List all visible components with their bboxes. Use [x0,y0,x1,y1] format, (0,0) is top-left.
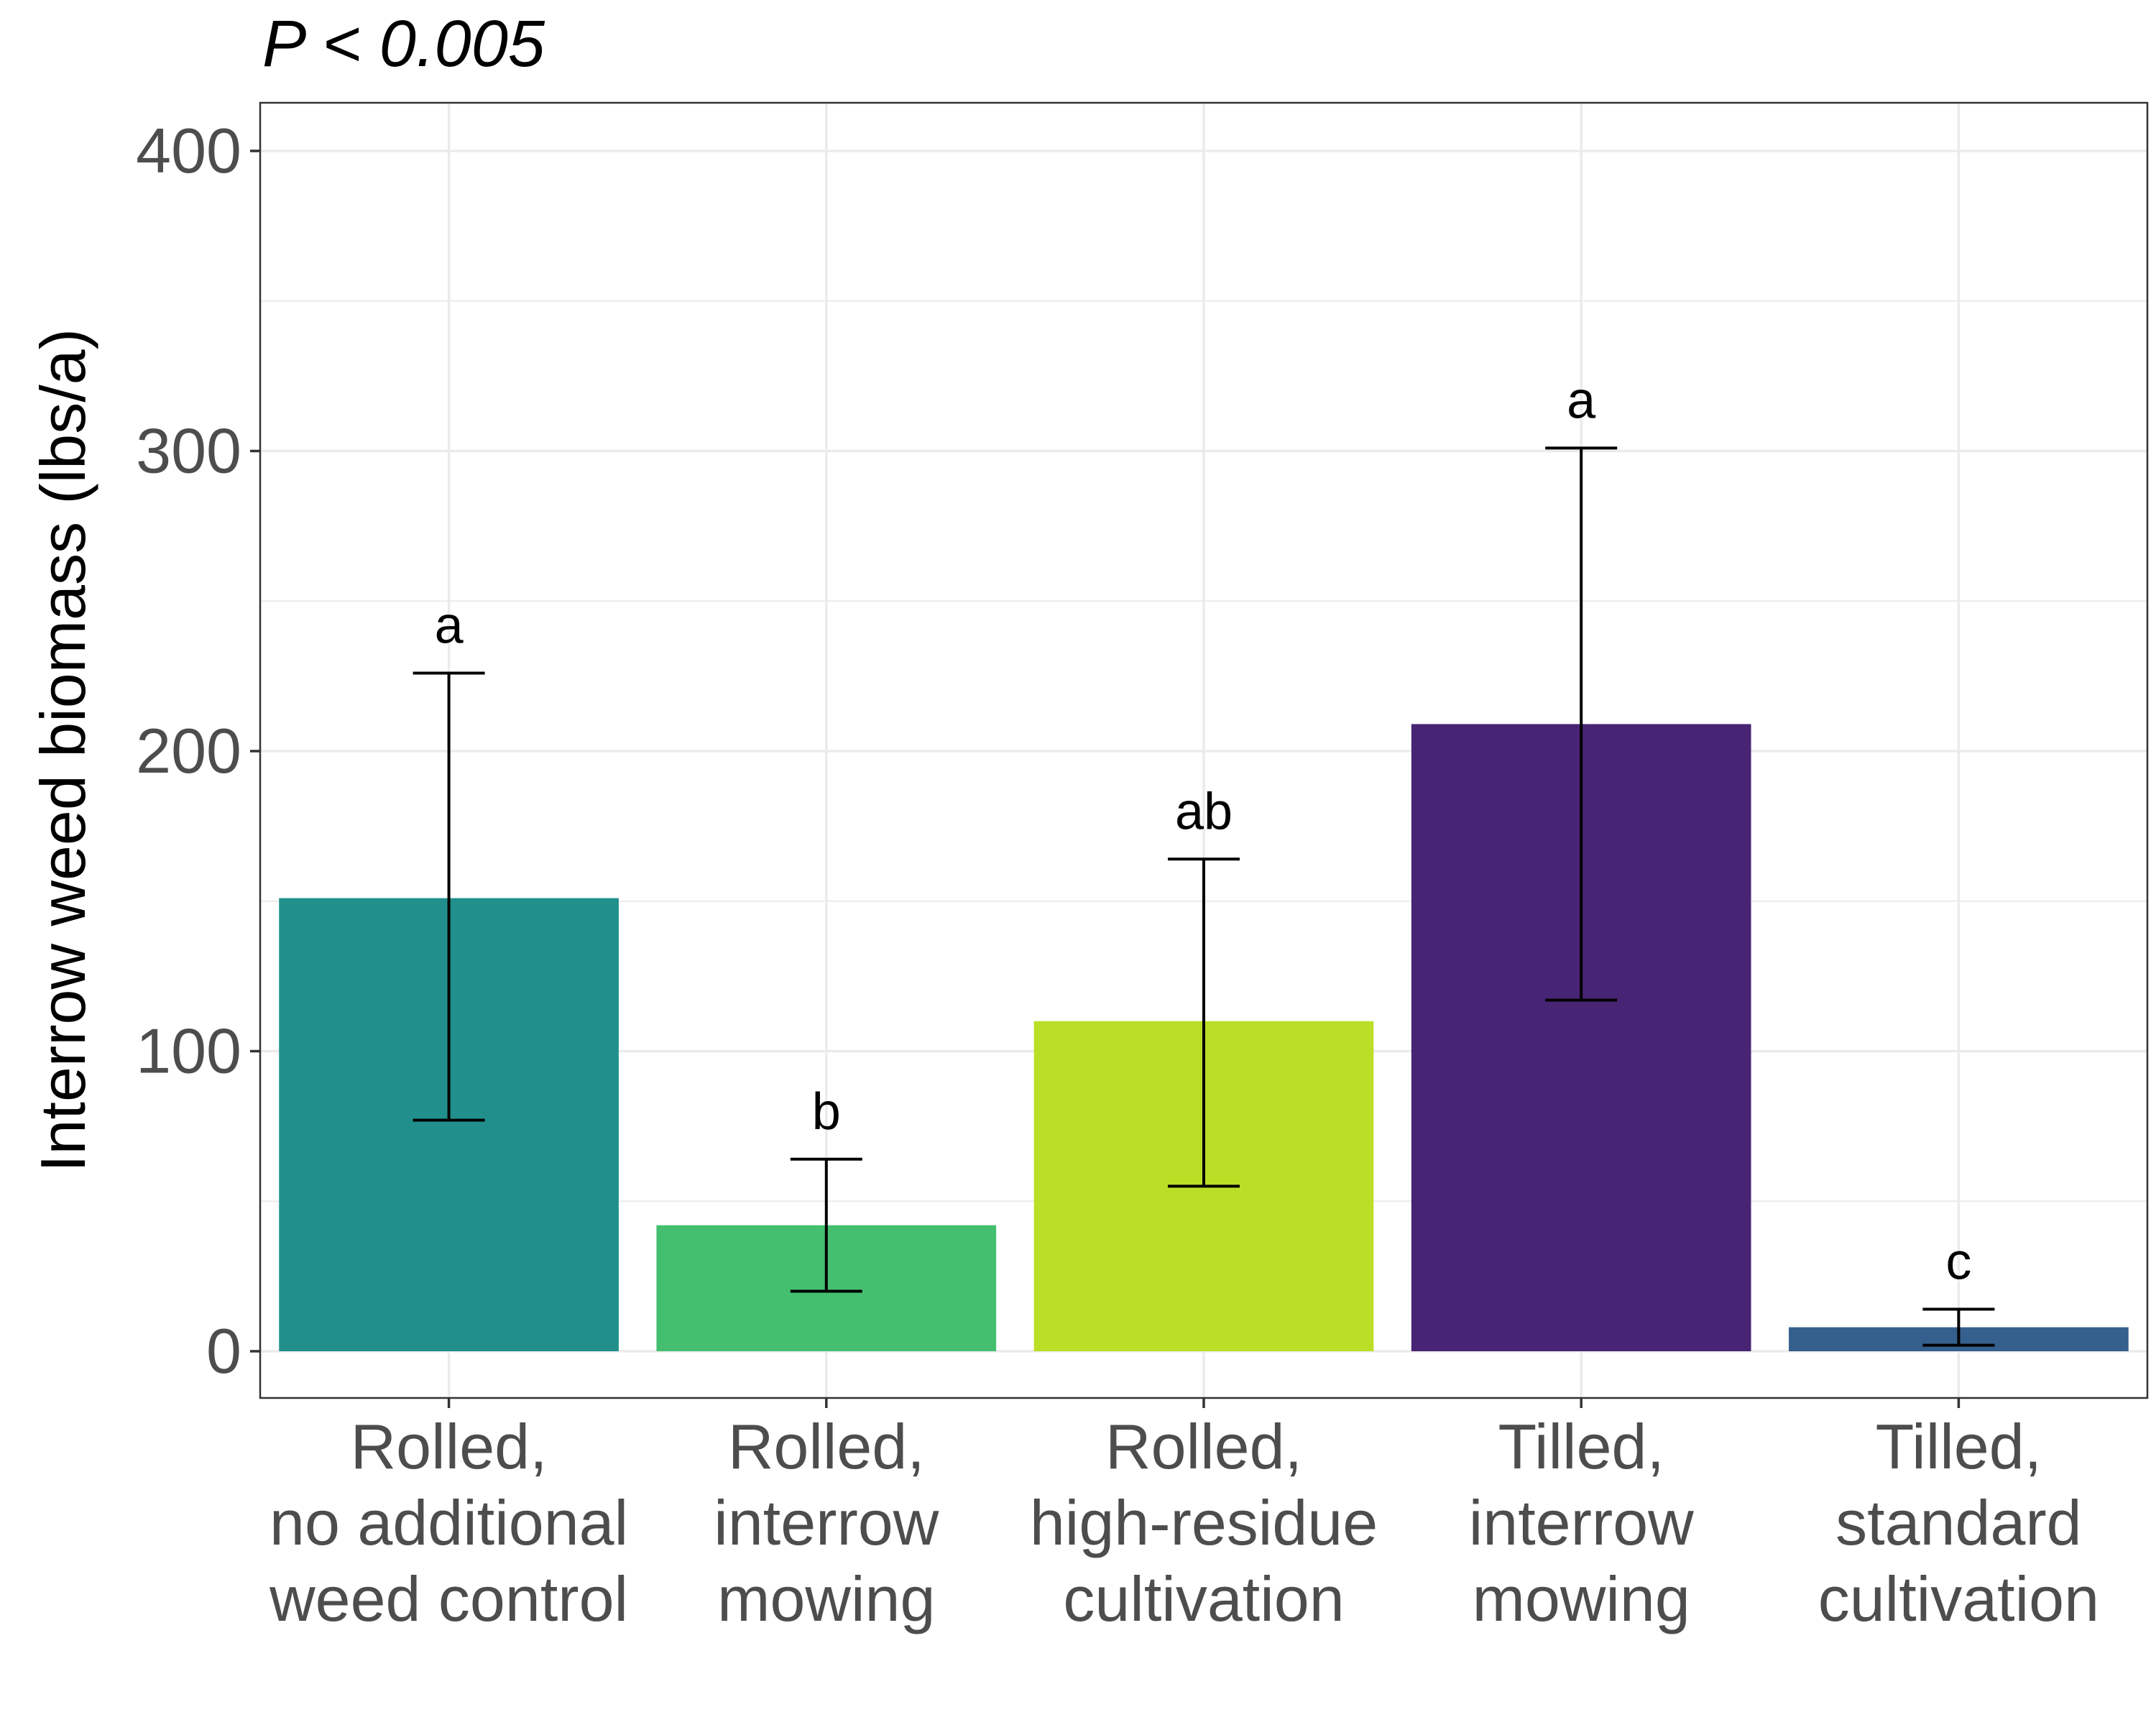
x-tick-label: Rolled, high-residue cultivation [1030,1411,1378,1634]
y-tick-layer: 0 100 200 300 400 [136,115,260,1386]
y-tick-label: 100 [136,1016,241,1087]
x-tick-label-line: standard [1835,1487,2081,1558]
y-tick-label: 0 [206,1315,241,1386]
y-axis-label: Interrow weed biomass (lbs/a) [27,328,98,1172]
x-tick-label-line: Rolled, [1105,1411,1302,1482]
significance-letter: c [1945,1233,1971,1291]
x-tick-label-line: interrow [714,1487,939,1558]
significance-letter: b [812,1083,841,1141]
significance-letter: a [435,597,464,654]
x-tick-label-line: interrow [1469,1487,1694,1558]
x-tick-label-line: mowing [717,1563,935,1634]
x-tick-label: Tilled, interrow mowing [1469,1411,1694,1634]
x-tick-label-line: mowing [1473,1563,1690,1634]
significance-letter: ab [1175,783,1233,840]
x-tick-label-line: Tilled, [1876,1411,2042,1482]
error-bar-layer [413,446,1995,1347]
x-tick-label-line: Rolled, [351,1411,548,1482]
x-tick-label: Rolled, interrow mowing [714,1411,939,1634]
x-tick-label-line: Rolled, [728,1411,925,1482]
x-tick-label: Tilled, standard cultivation [1818,1411,2099,1634]
x-tick-label-line: high-residue [1030,1487,1378,1558]
x-tick-label-line: Tilled, [1498,1411,1664,1482]
y-tick-label: 300 [136,415,241,487]
chart-title: P < 0.005 [262,7,545,80]
y-tick-label: 400 [136,115,241,186]
x-tick-label-line: weed control [269,1563,628,1634]
x-tick-label-line: cultivation [1818,1563,2099,1634]
significance-letter: a [1567,372,1596,429]
x-tick-label-line: no additional [270,1487,628,1558]
x-tick-label: Rolled, no additional weed control [269,1411,628,1634]
y-tick-label: 200 [136,715,241,786]
x-tick-label-line: cultivation [1063,1563,1344,1634]
